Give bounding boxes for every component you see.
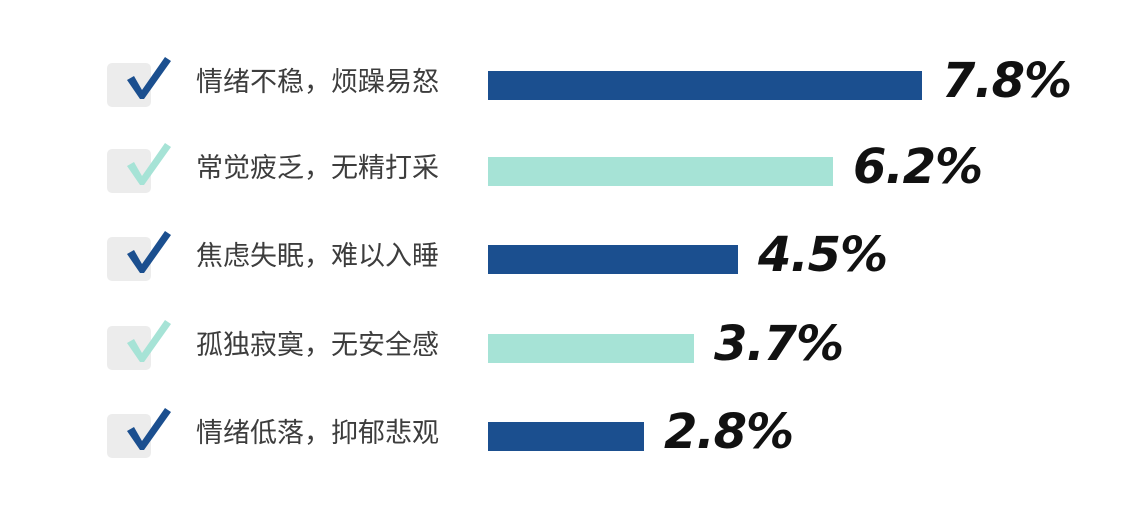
check-icon xyxy=(127,408,171,450)
check-icon xyxy=(127,143,171,185)
check-box xyxy=(107,63,151,107)
category-label: 情绪不稳，烦躁易怒 xyxy=(196,67,439,98)
bar xyxy=(488,157,833,186)
category-label: 焦虑失眠，难以入睡 xyxy=(196,241,439,272)
category-label: 孤独寂寞，无安全感 xyxy=(196,330,439,361)
check-icon xyxy=(127,231,171,273)
bar xyxy=(488,334,694,363)
category-label: 情绪低落，抑郁悲观 xyxy=(196,418,439,449)
value-label: 4.5% xyxy=(758,227,888,283)
bar xyxy=(488,422,644,451)
value-label: 3.7% xyxy=(714,316,844,372)
bar xyxy=(488,245,738,274)
value-label: 6.2% xyxy=(853,139,983,195)
check-icon xyxy=(127,320,171,362)
check-box xyxy=(107,149,151,193)
bar xyxy=(488,71,922,100)
value-label: 2.8% xyxy=(664,404,794,460)
value-label: 7.8% xyxy=(942,53,1072,109)
check-icon xyxy=(127,57,171,99)
category-label: 常觉疲乏，无精打采 xyxy=(196,153,439,184)
check-box xyxy=(107,237,151,281)
check-box xyxy=(107,326,151,370)
check-box xyxy=(107,414,151,458)
